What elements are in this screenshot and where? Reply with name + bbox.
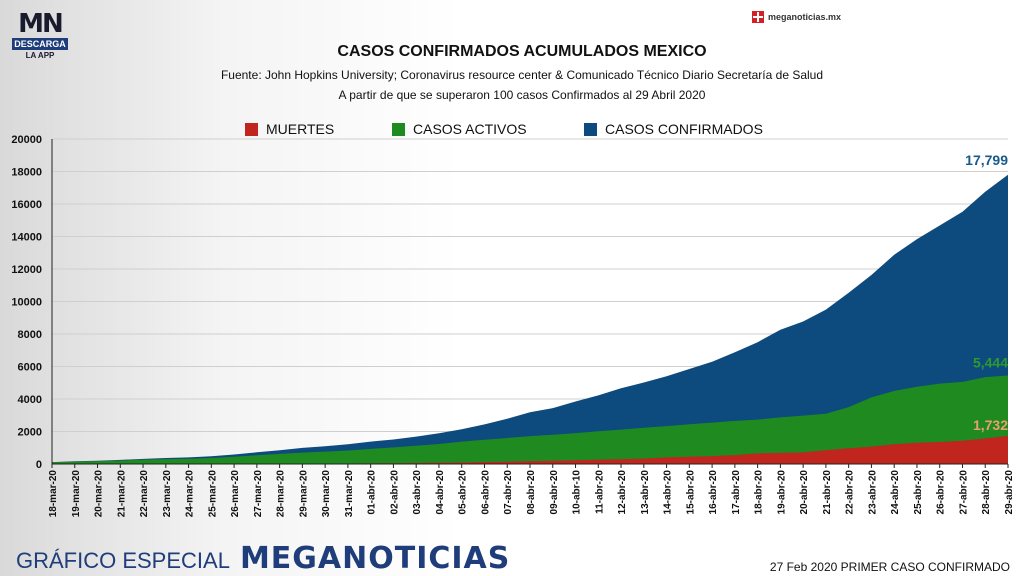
x-tick-label: 10-abr-10 (572, 470, 583, 515)
x-tick-label: 15-abr-20 (685, 470, 696, 515)
x-tick-label: 27-abr-20 (958, 470, 969, 515)
x-tick-label: 27-mar-20 (253, 470, 264, 518)
meganoticias-logo: MN DESCARGA LA APP (12, 10, 68, 62)
end-data-label: 17,799 (965, 152, 1008, 168)
x-tick-label: 19-abr-20 (776, 470, 787, 515)
x-tick-label: 06-abr-20 (480, 470, 491, 515)
logo-descarga-text: DESCARGA (12, 38, 68, 50)
chart-subtitle-source: Fuente: John Hopkins University; Coronav… (220, 68, 824, 82)
x-tick-label: 01-abr-20 (367, 470, 378, 515)
x-tick-label: 14-abr-20 (663, 470, 674, 515)
x-tick-label: 20-mar-20 (94, 470, 105, 518)
chart-title: CASOS CONFIRMADOS ACUMULADOS MEXICO (337, 43, 707, 60)
x-tick-label: 04-abr-20 (435, 470, 446, 515)
legend-swatch-activos (392, 122, 405, 136)
end-data-label: 5,444 (973, 355, 1008, 371)
end-data-label: 1,732 (973, 417, 1008, 433)
x-tick-label: 17-abr-20 (731, 470, 742, 515)
x-tick-label: 28-mar-20 (276, 470, 287, 518)
x-tick-label: 26-mar-20 (230, 470, 241, 518)
series-area-casos-activos (52, 375, 1008, 464)
y-tick-label: 14000 (11, 232, 42, 244)
x-tick-label: 24-mar-20 (185, 470, 196, 518)
x-tick-label: 25-abr-20 (913, 470, 924, 515)
x-tick-label: 22-abr-20 (845, 470, 856, 515)
x-tick-label: 16-abr-20 (708, 470, 719, 515)
legend-item-activos: CASOS ACTIVOS (392, 121, 527, 137)
footer-especial-text: GRÁFICO ESPECIAL (16, 548, 230, 573)
footer-brand-text: MEGANOTICIAS (239, 541, 511, 576)
legend-swatch-confirmados (584, 122, 597, 136)
x-tick-label: 22-mar-20 (139, 470, 150, 518)
legend-swatch-muertes (245, 122, 258, 136)
y-tick-label: 0 (36, 459, 42, 471)
x-tick-label: 24-abr-20 (890, 470, 901, 515)
x-tick-label: 29-mar-20 (298, 470, 309, 518)
y-tick-label: 8000 (18, 329, 42, 341)
x-tick-label: 29-abr-20 (1004, 470, 1015, 515)
x-tick-label: 11-abr-20 (594, 470, 605, 514)
footer-note: 27 Feb 2020 PRIMER CASO CONFIRMADO (769, 560, 1010, 574)
x-tick-label: 28-abr-20 (981, 470, 992, 515)
y-tick-label: 16000 (11, 199, 42, 211)
x-tick-label: 19-mar-20 (71, 470, 82, 518)
y-tick-label: 18000 (11, 167, 42, 179)
x-tick-label: 02-abr-20 (389, 470, 400, 515)
legend-label-muertes: MUERTES (266, 121, 335, 137)
x-tick-label: 31-mar-20 (344, 470, 355, 518)
y-tick-label: 6000 (18, 362, 42, 374)
legend-label-activos: CASOS ACTIVOS (413, 121, 527, 137)
x-tick-label: 21-mar-20 (116, 470, 127, 518)
series-area-casos-confirmados (52, 174, 1008, 465)
chart-subtitle-range: A partir de que se superaron 100 casos C… (338, 88, 706, 102)
x-tick-label: 12-abr-20 (617, 470, 628, 515)
logo-app-text: LA APP (25, 51, 55, 60)
x-tick-label: 09-abr-20 (549, 470, 560, 515)
x-tick-label: 18-abr-20 (754, 470, 765, 515)
y-tick-label: 12000 (11, 264, 42, 276)
y-tick-label: 2000 (18, 427, 42, 439)
x-tick-label: 23-abr-20 (867, 470, 878, 515)
x-tick-label: 05-abr-20 (458, 470, 469, 515)
x-tick-label: 26-abr-20 (936, 470, 947, 515)
y-tick-label: 10000 (11, 297, 42, 309)
x-tick-label: 23-mar-20 (162, 470, 173, 518)
legend-item-confirmados: CASOS CONFIRMADOS (584, 121, 763, 137)
plus-logo-icon (752, 11, 764, 23)
series-area-muertes (52, 435, 1008, 464)
legend-label-confirmados: CASOS CONFIRMADOS (605, 121, 763, 137)
footer-branding: GRÁFICO ESPECIAL MEGANOTICIAS (16, 541, 510, 576)
x-tick-label: 18-mar-20 (48, 470, 59, 518)
site-url: meganoticias.mx (768, 12, 842, 22)
x-tick-label: 30-mar-20 (321, 470, 332, 518)
x-tick-label: 21-abr-20 (822, 470, 833, 515)
x-tick-label: 03-abr-20 (412, 470, 423, 515)
x-tick-label: 08-abr-20 (526, 470, 537, 515)
x-tick-label: 20-abr-20 (799, 470, 810, 515)
y-tick-label: 4000 (18, 394, 42, 406)
x-tick-label: 13-abr-20 (640, 470, 651, 515)
x-tick-label: 07-abr-20 (503, 470, 514, 515)
y-tick-label: 20000 (11, 134, 42, 146)
logo-mn-text: MN (18, 9, 64, 39)
legend-item-muertes: MUERTES (245, 121, 334, 137)
site-badge: meganoticias.mx (752, 11, 841, 23)
x-tick-label: 25-mar-20 (207, 470, 218, 518)
